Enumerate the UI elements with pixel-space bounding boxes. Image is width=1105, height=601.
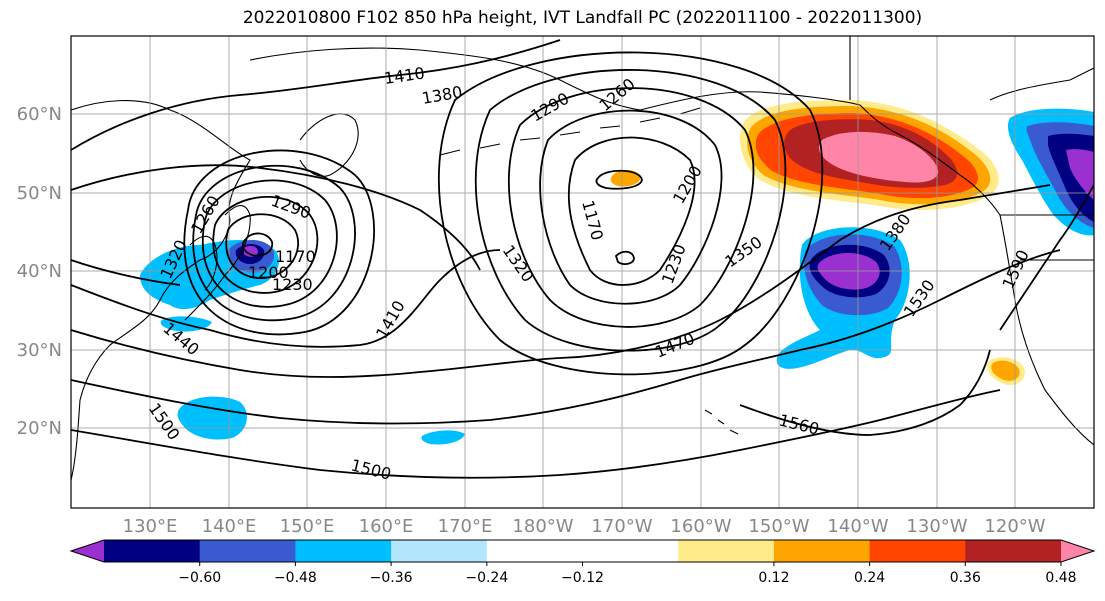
coastline-north-america — [999, 214, 1094, 446]
colorbar-extend-high — [1061, 540, 1094, 562]
colorbar-segment — [486, 540, 583, 562]
colorbar-tick-label: 0.36 — [950, 570, 981, 586]
latitude-labels: 60°N 50°N 40°N 30°N 20°N — [17, 104, 62, 439]
colorbar-ticks: −0.60 −0.48 −0.36 −0.24 −0.12 0.12 0.24 0.36 0.4… — [178, 562, 1077, 586]
colorbar-tick-label: −0.36 — [370, 570, 413, 586]
lat-label-40n: 40°N — [17, 261, 62, 282]
lon-label-140w: 140°W — [827, 516, 888, 537]
lon-label-140e: 140°E — [202, 516, 257, 537]
coastline-us-border — [849, 36, 1094, 261]
lon-label-160w: 160°W — [670, 516, 731, 537]
gridlines — [71, 36, 1094, 508]
lat-label-50n: 50°N — [17, 183, 62, 204]
coastline-alaska — [639, 91, 1001, 216]
coastline-kamchatka — [299, 113, 359, 177]
colorbar-tick-label: 0.24 — [854, 570, 885, 586]
colorbar-segment — [678, 540, 775, 562]
ivt-negative-spot-west-pacific — [177, 396, 247, 440]
lon-label-130w: 130°W — [906, 516, 967, 537]
colorbar-segment — [773, 540, 871, 562]
ivt-positive-spot-aleutians — [610, 170, 641, 187]
colorbar-tick-label: −0.24 — [465, 570, 508, 586]
colorbar-tick-label: 0.48 — [1045, 570, 1076, 586]
colorbar-tick-label: 0.12 — [758, 570, 789, 586]
colorbar-segment — [104, 540, 201, 562]
lon-label-130e: 130°E — [123, 516, 178, 537]
colorbar — [69, 539, 1096, 563]
lon-label-120w: 120°W — [984, 516, 1045, 537]
lon-label-170e: 170°E — [438, 516, 493, 537]
lat-label-20n: 20°N — [17, 418, 62, 439]
colorbar-tick-label: −0.60 — [178, 570, 221, 586]
lon-label-150w: 150°W — [748, 516, 809, 537]
coastlines — [71, 36, 1094, 481]
lon-label-180w: 180°W — [512, 516, 573, 537]
colorbar-extend-low — [71, 540, 104, 562]
map-title: 2022010800 F102 850 hPa height, IVT Land… — [242, 8, 923, 28]
coastline-asia — [71, 99, 251, 481]
coastline-siberia-north — [249, 47, 641, 111]
lon-label-150e: 150°E — [280, 516, 335, 537]
contour-label-1170-west: 1170 — [275, 247, 316, 266]
coastline-aleutians — [439, 107, 701, 156]
colorbar-tick-label: −0.48 — [274, 570, 317, 586]
lon-label-160e: 160°E — [359, 516, 414, 537]
colorbar-segment — [295, 540, 392, 562]
coastline-hawaii — [704, 409, 739, 435]
height-contours — [71, 39, 1094, 479]
lon-label-170w: 170°W — [591, 516, 652, 537]
colorbar-tick-label: −0.12 — [561, 570, 604, 586]
longitude-labels: 130°E 140°E 150°E 160°E 170°E 180°W 170°… — [123, 516, 1046, 537]
lat-label-30n: 30°N — [17, 340, 62, 361]
coastline-canada-islands — [989, 67, 1094, 101]
contour-label-1230-west: 1230 — [272, 275, 313, 294]
colorbar-segment — [391, 540, 488, 562]
colorbar-outline — [69, 539, 1096, 563]
colorbar-segment — [199, 540, 296, 562]
map-frame — [70, 35, 1095, 509]
lat-label-60n: 60°N — [17, 104, 62, 125]
contour-label-1200-west: 1200 — [248, 263, 289, 282]
colorbar-segment — [965, 540, 1062, 562]
colorbar-segment — [582, 540, 679, 562]
colorbar-segment — [869, 540, 966, 562]
